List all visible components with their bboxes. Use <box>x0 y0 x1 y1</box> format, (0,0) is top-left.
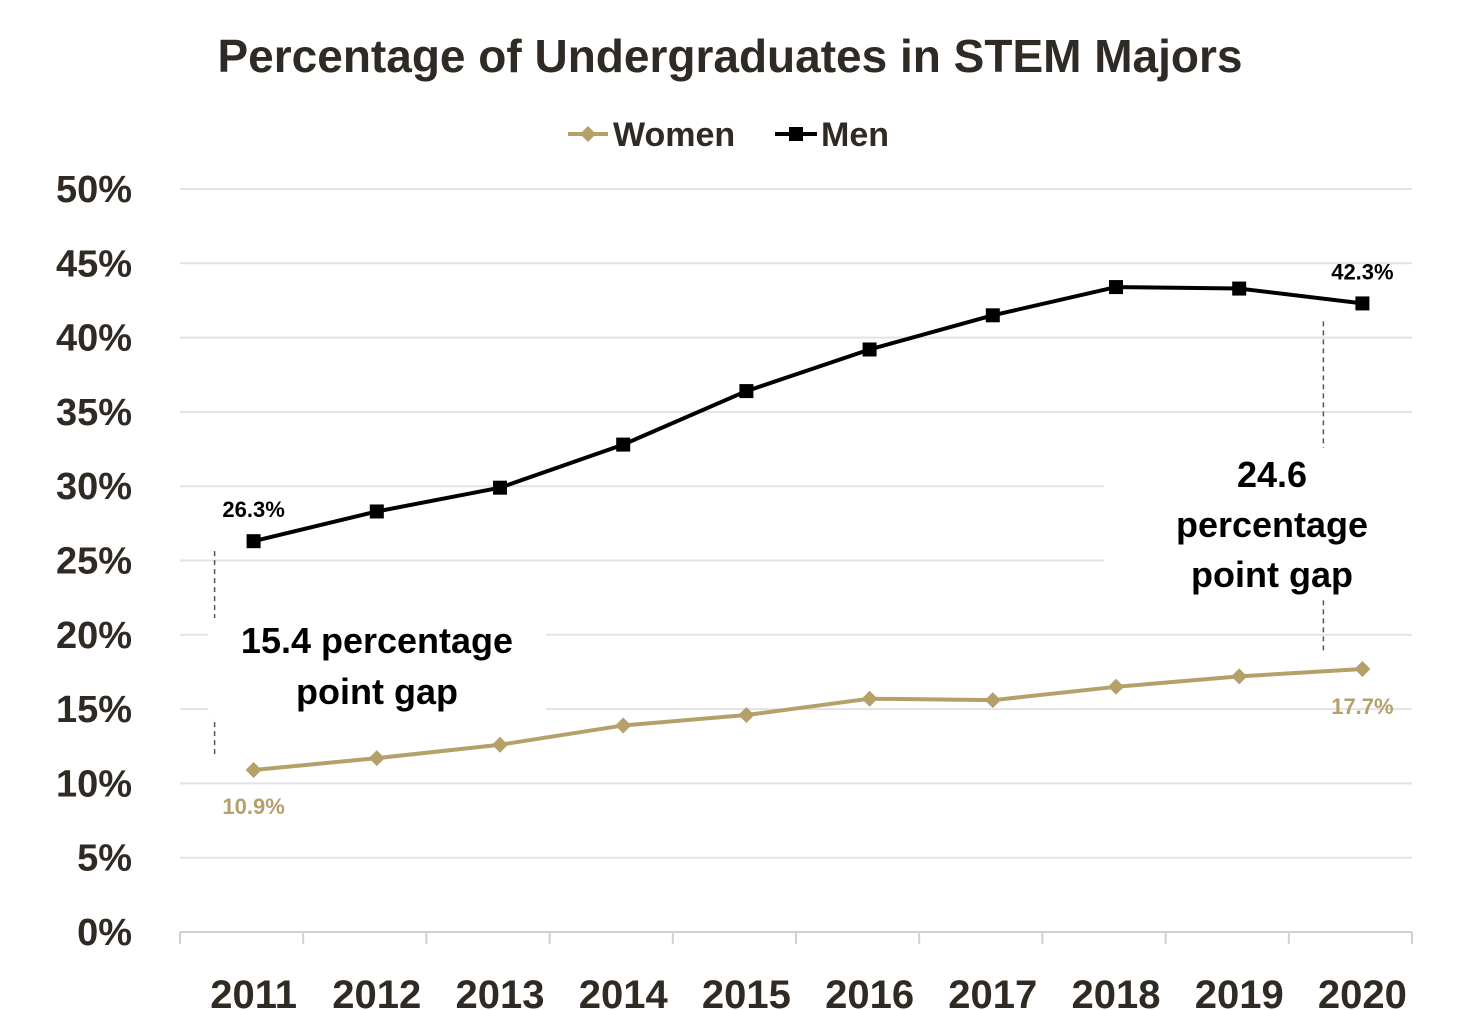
y-tick-label-2: 10% <box>56 763 132 805</box>
data-label-men-2020: 42.3% <box>1331 259 1393 284</box>
y-axis: 0% 5% 10% 15% 20% 25% 30% 35% 40% 45% 50% <box>56 169 132 954</box>
marker-men-2014 <box>616 437 631 452</box>
marker-men-2013 <box>493 480 507 495</box>
marker-men-2017 <box>985 308 1000 323</box>
series-group <box>245 280 1371 779</box>
marker-women-2018 <box>1108 678 1124 695</box>
data-label-women-2020: 17.7% <box>1331 694 1393 719</box>
x-tick-label-2019: 2019 <box>1195 973 1284 1010</box>
y-tick-label-5: 25% <box>56 541 132 583</box>
annotation-2011-background <box>208 618 546 718</box>
data-label-women-2011: 10.9% <box>222 794 284 819</box>
marker-men-2015 <box>739 384 754 399</box>
marker-women-2020 <box>1354 660 1371 677</box>
y-tick-label-10: 50% <box>56 169 132 211</box>
x-tick-label-2014: 2014 <box>579 973 669 1010</box>
legend-women-marker <box>580 126 596 142</box>
x-tick-label-2016: 2016 <box>825 973 914 1010</box>
y-tick-label-9: 45% <box>56 243 132 285</box>
x-axis: 2011 2012 2013 2014 2015 2016 2017 2018 2019 2020 <box>179 931 1413 1010</box>
x-tick-label-2013: 2013 <box>456 973 545 1010</box>
x-tick-label-2015: 2015 <box>702 973 791 1010</box>
x-tick-label-2012: 2012 <box>332 973 421 1010</box>
y-tick-label-4: 20% <box>56 615 132 657</box>
marker-men-2011 <box>246 534 261 549</box>
marker-women-2015 <box>738 707 755 724</box>
marker-men-2012 <box>369 504 384 519</box>
annotation-gap-2020: 24.6 percentage point gap <box>1104 448 1414 600</box>
legend-men-label: Men <box>821 116 889 154</box>
series-line-men <box>253 285 1363 544</box>
annotation-2020-line2: percentage <box>1176 504 1368 545</box>
marker-women-2019 <box>1231 668 1248 685</box>
marker-men-2019 <box>1232 281 1247 296</box>
marker-men-2016 <box>862 342 877 357</box>
annotation-2011-line1: 15.4 percentage <box>241 620 513 661</box>
chart-title: Percentage of Undergraduates in STEM Maj… <box>217 30 1242 82</box>
y-tick-label-1: 5% <box>77 838 132 880</box>
legend: Women Men <box>568 116 889 154</box>
data-label-men-2011: 26.3% <box>222 497 284 522</box>
legend-women-label: Women <box>613 116 735 154</box>
marker-men-2020 <box>1355 296 1370 311</box>
series-line-women <box>253 666 1363 773</box>
annotation-2011-line2: point gap <box>296 671 458 712</box>
marker-women-2014 <box>615 717 632 734</box>
y-tick-label-3: 15% <box>56 689 132 731</box>
marker-women-2012 <box>368 750 385 767</box>
y-tick-label-7: 35% <box>56 392 132 434</box>
x-tick-label-2011: 2011 <box>210 973 297 1010</box>
x-tick-label-2020: 2020 <box>1318 973 1407 1010</box>
annotation-gap-2011: 15.4 percentage point gap <box>208 618 546 718</box>
marker-women-2016 <box>861 690 878 707</box>
y-tick-label-6: 30% <box>56 466 132 508</box>
x-tick-label-2017: 2017 <box>948 973 1037 1010</box>
marker-women-2013 <box>492 736 508 753</box>
x-tick-label-2018: 2018 <box>1072 973 1161 1010</box>
y-tick-label-8: 40% <box>56 318 132 360</box>
annotation-2020-background <box>1104 448 1414 600</box>
annotation-2020-line3: point gap <box>1191 554 1353 595</box>
marker-men-2018 <box>1109 280 1123 295</box>
y-tick-label-0: 0% <box>77 912 132 954</box>
annotation-2020-line1: 24.6 <box>1237 454 1307 495</box>
legend-men-marker <box>789 127 803 141</box>
marker-women-2011 <box>245 762 262 779</box>
marker-women-2017 <box>984 692 1001 709</box>
